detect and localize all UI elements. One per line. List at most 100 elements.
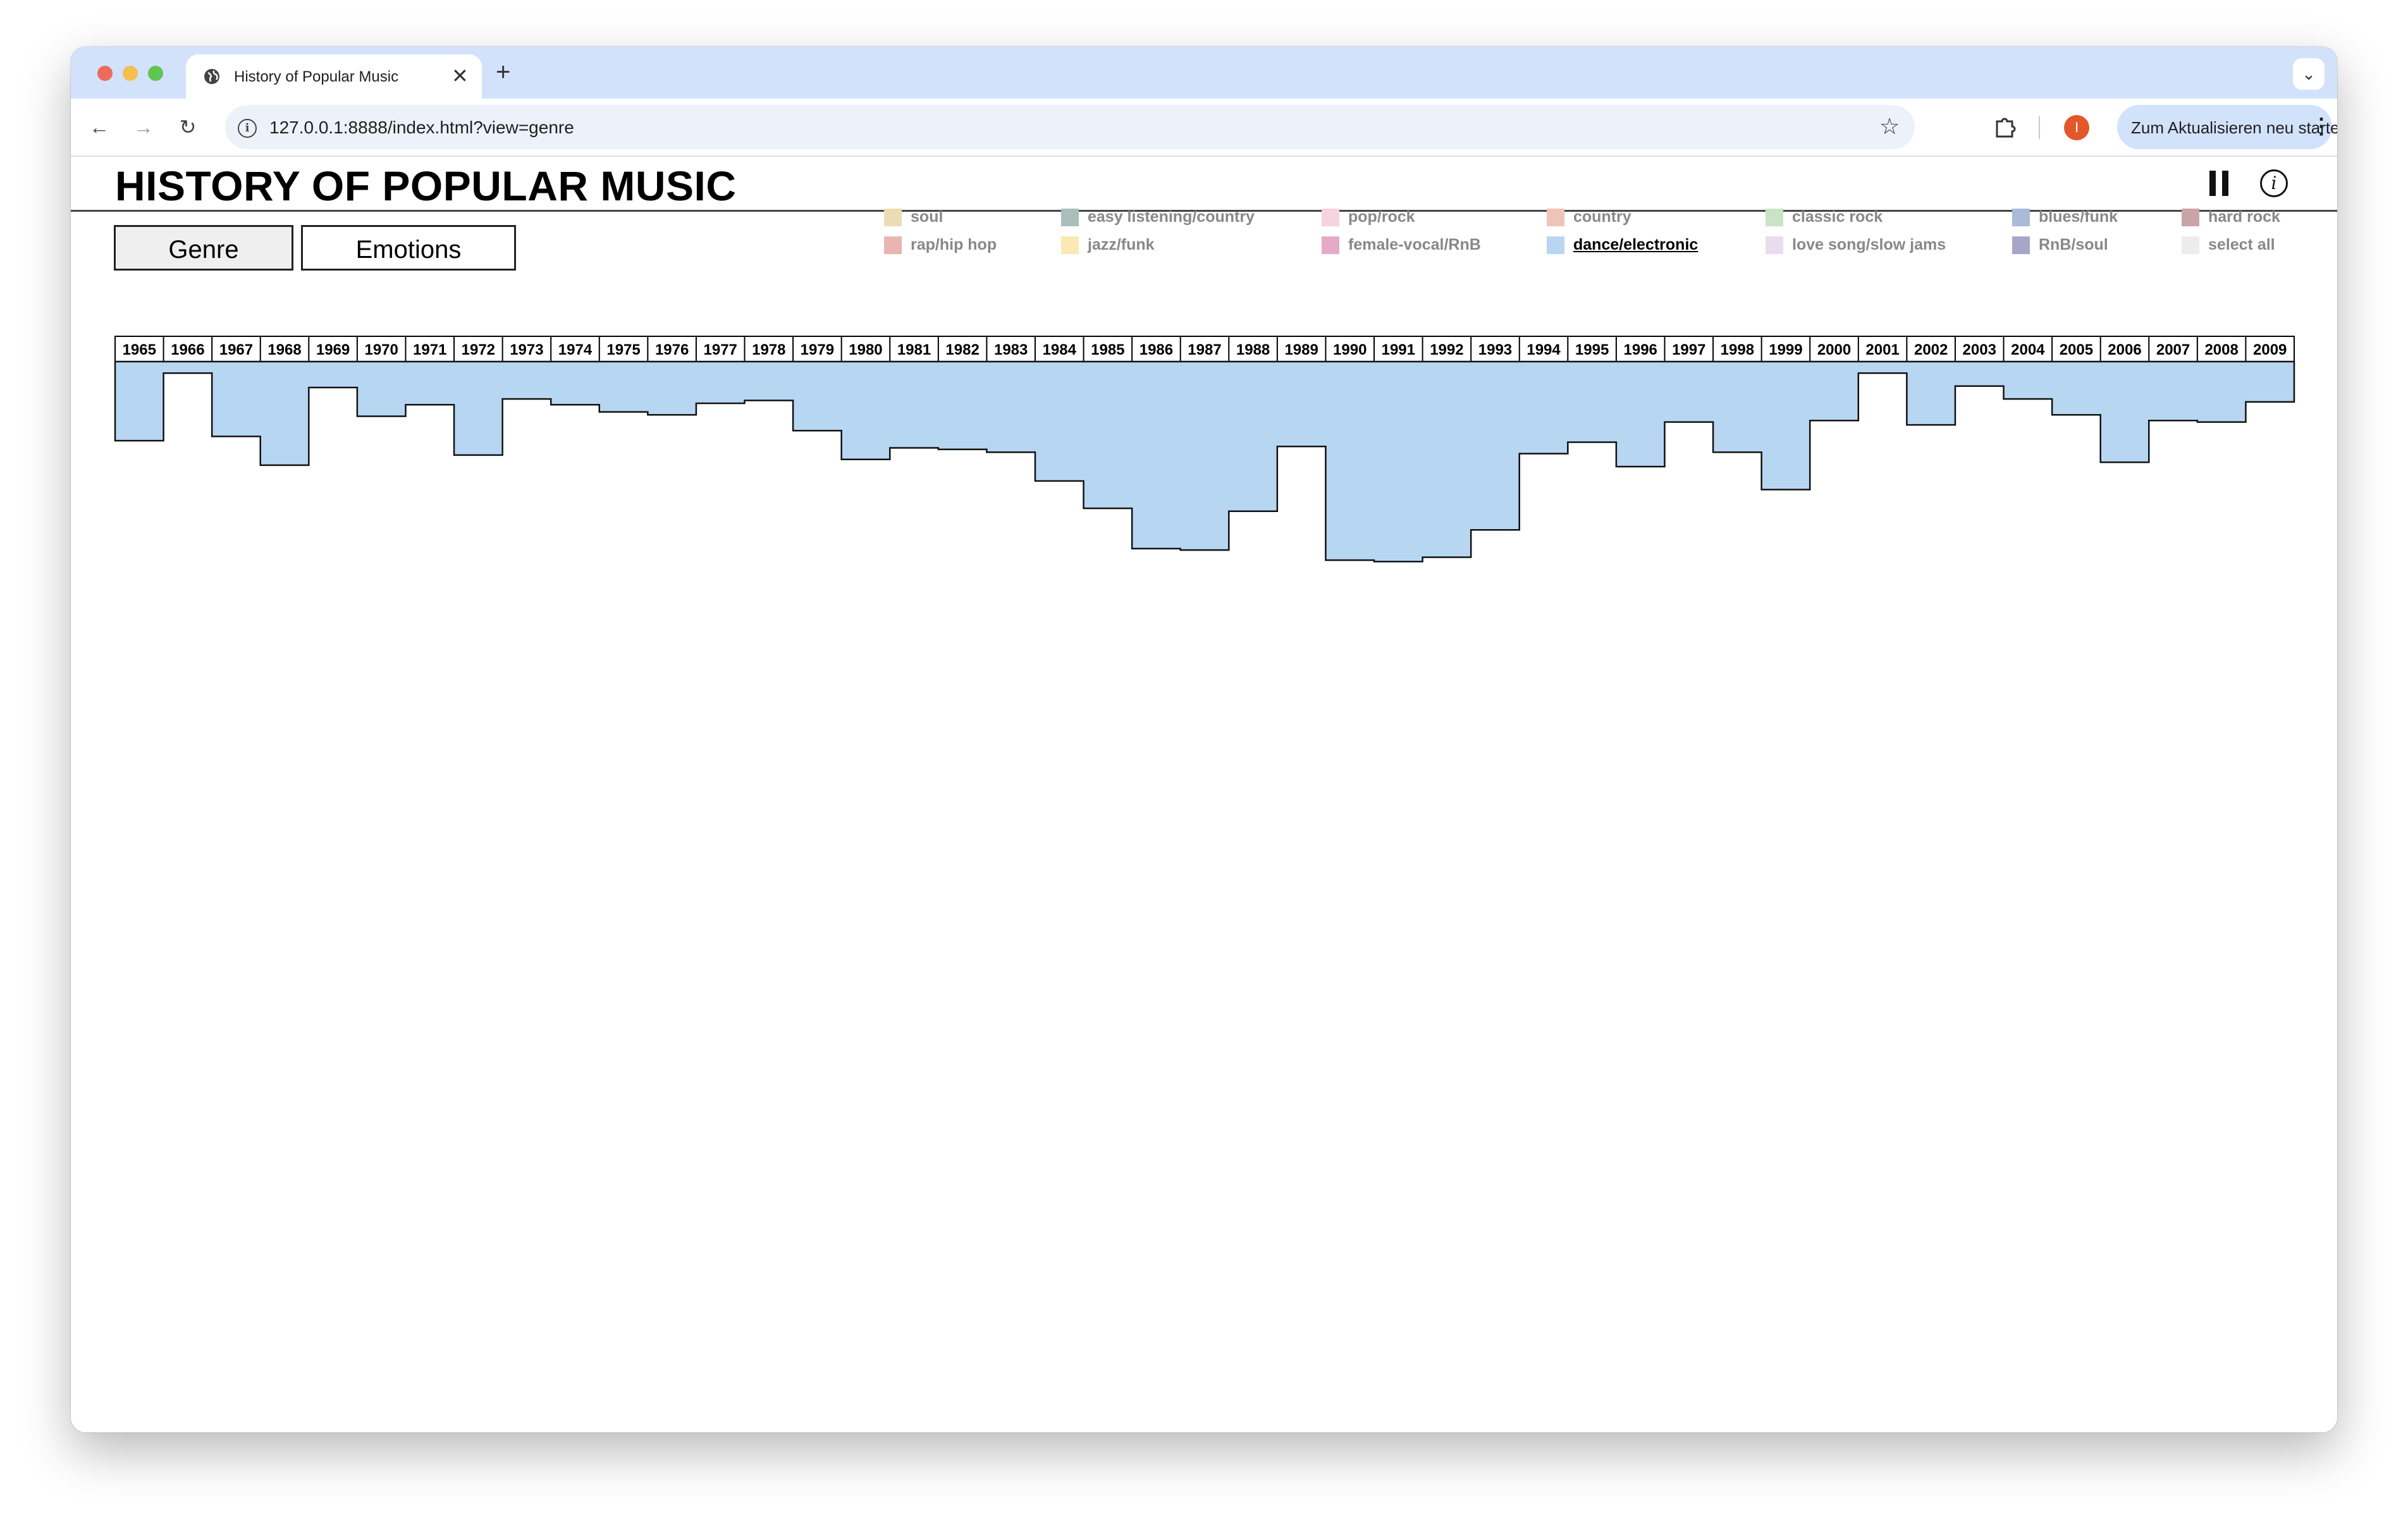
year-tick-label[interactable]: 2004 (2011, 341, 2045, 358)
address-bar[interactable]: i 127.0.0.1:8888/index.html?view=genre ☆ (225, 105, 1915, 149)
year-tick-label[interactable]: 1988 (1236, 341, 1270, 358)
bookmark-star-icon[interactable]: ☆ (1879, 113, 1900, 139)
profile-avatar[interactable]: I (2064, 115, 2089, 140)
year-step-bar[interactable] (1907, 362, 1955, 425)
year-tick-label[interactable]: 1985 (1091, 341, 1124, 358)
year-tick-label[interactable]: 1997 (1672, 341, 1705, 358)
year-step-bar[interactable] (2052, 362, 2101, 415)
forward-arrow-icon[interactable]: → (133, 116, 154, 138)
year-step-bar[interactable] (357, 362, 406, 416)
year-step-bar[interactable] (454, 362, 503, 455)
year-step-bar[interactable] (164, 362, 212, 373)
year-tick-label[interactable]: 2008 (2204, 341, 2238, 358)
year-tick-label[interactable]: 1986 (1140, 341, 1173, 358)
year-tick-label[interactable]: 1966 (171, 341, 204, 358)
year-step-bar[interactable] (503, 362, 551, 399)
year-tick-label[interactable]: 1969 (316, 341, 350, 358)
year-step-bar[interactable] (1568, 362, 1616, 442)
year-step-bar[interactable] (1471, 362, 1520, 530)
year-tick-label[interactable]: 2003 (1963, 341, 1996, 358)
year-tick-label[interactable]: 1974 (558, 341, 593, 358)
year-tick-label[interactable]: 1982 (945, 341, 979, 358)
year-step-bar[interactable] (405, 362, 454, 405)
year-tick-label[interactable]: 1975 (606, 341, 640, 358)
year-step-bar[interactable] (1664, 362, 1713, 422)
year-step-bar[interactable] (696, 362, 745, 403)
year-step-bar[interactable] (1858, 362, 1907, 373)
year-step-bar[interactable] (115, 362, 164, 441)
year-step-bar[interactable] (1084, 362, 1133, 508)
back-arrow-icon[interactable]: ← (89, 116, 109, 138)
browser-tab[interactable]: History of Popular Music ✕ (186, 54, 482, 99)
year-step-bar[interactable] (938, 362, 987, 449)
year-step-bar[interactable] (1132, 362, 1181, 549)
year-step-bar[interactable] (1181, 362, 1229, 550)
year-tick-label[interactable]: 1987 (1188, 341, 1221, 358)
year-tick-label[interactable]: 1972 (462, 341, 495, 358)
site-info-icon[interactable]: i (238, 119, 257, 138)
year-tick-label[interactable]: 1983 (994, 341, 1028, 358)
year-step-bar[interactable] (2149, 362, 2197, 420)
year-tick-label[interactable]: 1999 (1769, 341, 1802, 358)
year-tick-label[interactable]: 1978 (752, 341, 785, 358)
year-tick-label[interactable]: 1996 (1624, 341, 1657, 358)
minimize-window-button[interactable] (123, 66, 138, 81)
year-tick-label[interactable]: 1992 (1430, 341, 1463, 358)
year-step-bar[interactable] (2245, 362, 2294, 402)
year-step-bar[interactable] (1955, 362, 2004, 386)
year-tick-label[interactable]: 2007 (2156, 341, 2190, 358)
year-step-bar[interactable] (2197, 362, 2246, 422)
new-tab-icon[interactable]: + (496, 58, 511, 86)
year-step-bar[interactable] (1616, 362, 1665, 467)
year-tick-label[interactable]: 1993 (1478, 341, 1512, 358)
year-step-bar[interactable] (986, 362, 1035, 452)
year-step-bar[interactable] (261, 362, 309, 465)
year-tick-label[interactable]: 1971 (413, 341, 446, 358)
year-step-bar[interactable] (648, 362, 696, 415)
year-step-bar[interactable] (1325, 362, 1374, 560)
year-tick-label[interactable]: 1998 (1721, 341, 1754, 358)
year-tick-label[interactable]: 2005 (2060, 341, 2093, 358)
year-step-bar[interactable] (1423, 362, 1471, 558)
extensions-puzzle-icon[interactable] (1991, 113, 2020, 142)
more-menu-icon[interactable]: ⋮ (2311, 114, 2332, 138)
year-step-bar[interactable] (2004, 362, 2053, 399)
year-tick-label[interactable]: 1979 (801, 341, 834, 358)
year-step-bar[interactable] (793, 362, 842, 430)
year-step-bar[interactable] (551, 362, 599, 405)
emotions-view-button[interactable]: Emotions (301, 225, 516, 271)
year-tick-label[interactable]: 2001 (1865, 341, 1899, 358)
year-step-bar[interactable] (212, 362, 261, 436)
dance-electronic-area[interactable] (114, 360, 2295, 563)
genre-view-button[interactable]: Genre (114, 225, 293, 271)
pause-icon[interactable] (2209, 171, 2231, 196)
year-tick-label[interactable]: 2006 (2108, 341, 2141, 358)
reload-icon[interactable]: ↻ (179, 116, 197, 138)
year-step-bar[interactable] (1374, 362, 1423, 561)
year-step-bar[interactable] (1520, 362, 1568, 454)
year-tick-label[interactable]: 1970 (364, 341, 398, 358)
year-tick-label[interactable]: 1984 (1043, 341, 1077, 358)
year-tick-label[interactable]: 1989 (1284, 341, 1318, 358)
year-step-bar[interactable] (1229, 362, 1277, 511)
close-tab-icon[interactable]: ✕ (452, 64, 469, 87)
year-step-bar[interactable] (842, 362, 890, 460)
year-tick-label[interactable]: 1980 (849, 341, 882, 358)
year-tick-label[interactable]: 1977 (704, 341, 737, 358)
year-tick-label[interactable]: 2000 (1817, 341, 1851, 358)
year-tick-label[interactable]: 1967 (219, 341, 253, 358)
year-tick-label[interactable]: 1976 (655, 341, 689, 358)
address-url[interactable]: 127.0.0.1:8888/index.html?view=genre (269, 118, 574, 137)
year-step-bar[interactable] (1762, 362, 1810, 490)
year-tick-label[interactable]: 1990 (1333, 341, 1367, 358)
year-tick-label[interactable]: 2009 (2253, 341, 2287, 358)
year-step-bar[interactable] (1035, 362, 1084, 481)
year-step-bar[interactable] (2101, 362, 2149, 462)
info-icon[interactable]: i (2260, 169, 2288, 197)
year-step-bar[interactable] (1277, 362, 1326, 446)
year-step-bar[interactable] (599, 362, 648, 412)
zoom-window-button[interactable] (148, 66, 163, 81)
year-tick-label[interactable]: 1995 (1575, 341, 1609, 358)
year-tick-label[interactable]: 1973 (510, 341, 543, 358)
update-browser-button[interactable]: Zum Aktualisieren neu starten ⋮ (2117, 105, 2337, 149)
